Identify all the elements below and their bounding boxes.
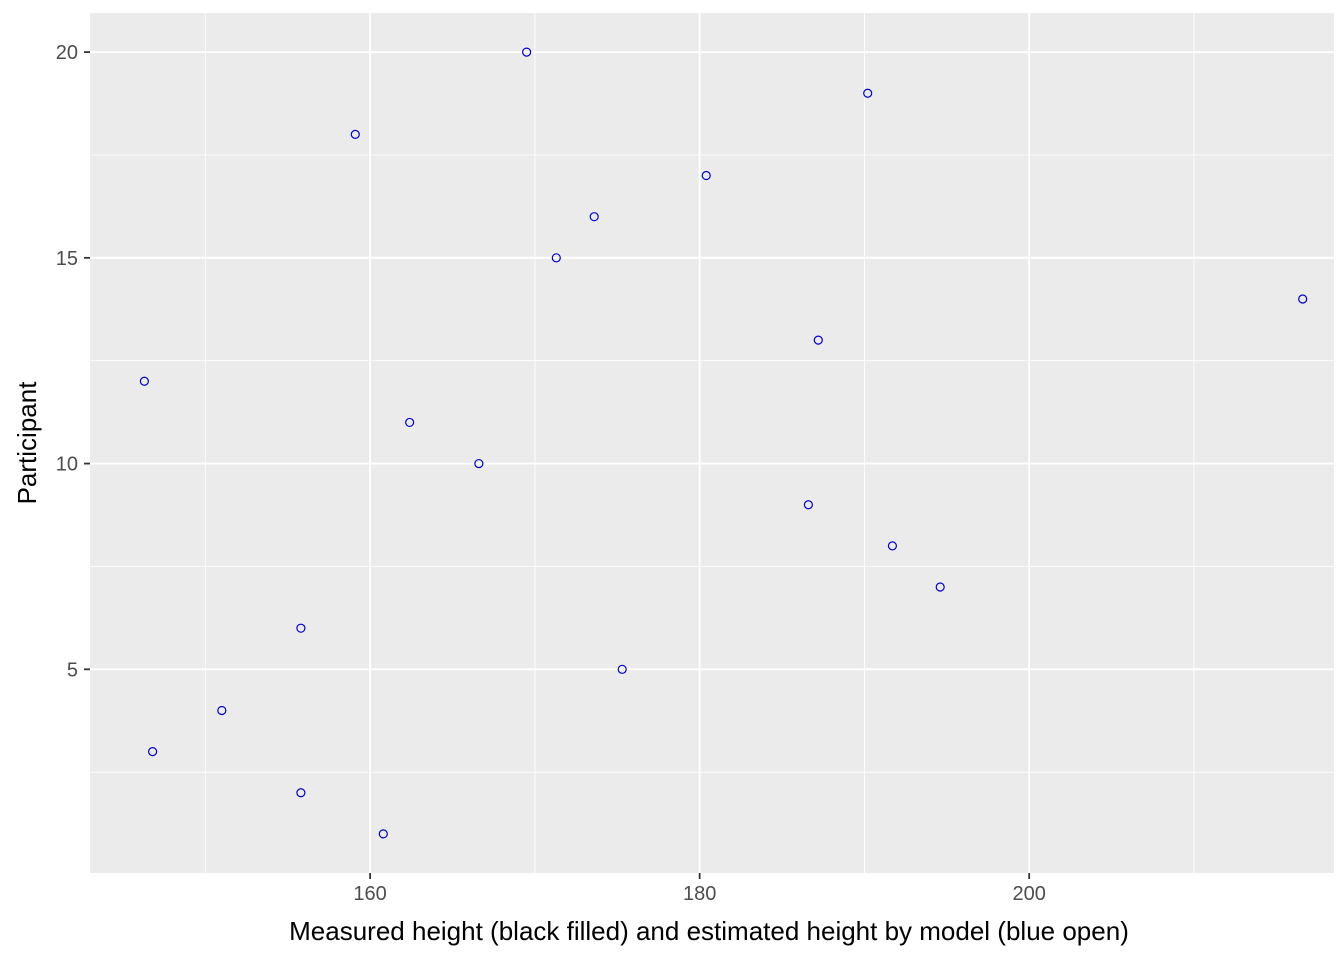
data-point [589, 212, 599, 222]
data-point [1298, 294, 1308, 304]
major-gridlines [90, 13, 1334, 873]
data-point [148, 747, 158, 757]
data-point [350, 129, 360, 139]
minor-gridlines [90, 13, 1334, 873]
data-point [296, 623, 306, 633]
data-point [935, 582, 945, 592]
data-point [887, 541, 898, 551]
data-point [405, 417, 415, 428]
y-tick-label: 20 [56, 42, 78, 64]
x-tick-label: 160 [353, 883, 386, 905]
data-point [701, 170, 711, 181]
data-point [803, 500, 813, 510]
data-points [139, 47, 1308, 839]
y-tick-label: 5 [67, 659, 78, 681]
y-axis-title: Participant [12, 381, 42, 505]
y-axis: 5 10 15 20 [56, 42, 90, 681]
y-tick-label: 15 [56, 248, 78, 270]
data-point [474, 458, 484, 469]
data-point [378, 829, 388, 839]
x-tick-label: 180 [683, 883, 716, 905]
data-point [551, 253, 561, 263]
x-tick-label: 200 [1012, 883, 1045, 905]
plot-panel [90, 13, 1334, 873]
data-point [813, 335, 823, 345]
data-point [863, 88, 873, 98]
data-point [296, 788, 306, 798]
y-tick-label: 10 [56, 454, 78, 476]
data-point [217, 705, 227, 716]
data-point [522, 47, 532, 57]
data-point [139, 376, 149, 386]
x-axis: 160 180 200 [353, 873, 1046, 905]
data-point [617, 664, 627, 674]
x-axis-title: Measured height (black filled) and estim… [289, 916, 1129, 946]
